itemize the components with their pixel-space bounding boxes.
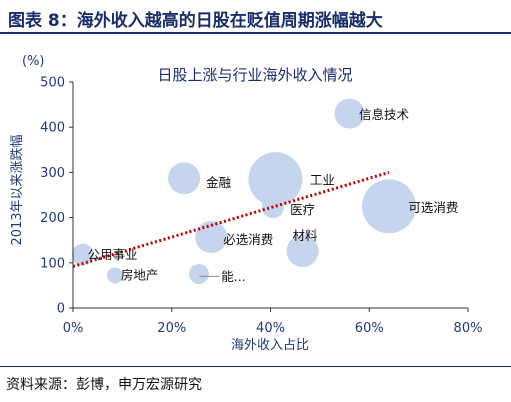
- bubble-6: [248, 152, 303, 207]
- bubbles-layer: [71, 98, 416, 285]
- point-label-3: 可选消费: [408, 200, 458, 215]
- bubble-9: [362, 179, 416, 234]
- y-tick-label-1: 100: [40, 256, 65, 271]
- bubble-1: [106, 267, 123, 284]
- point-label-1: 工业: [310, 173, 335, 188]
- y-tick-label-3: 300: [40, 166, 65, 181]
- point-label-9: 能...: [221, 269, 245, 284]
- source-rule: [0, 366, 511, 367]
- figure-title: 图表 8：海外收入越高的日股在贬值周期涨幅越大: [8, 11, 383, 31]
- trendline-layer: [72, 170, 390, 268]
- x-tick-label-2: 40%: [256, 321, 285, 336]
- bubble-0: [71, 243, 94, 266]
- y-tick-label-5: 500: [40, 76, 65, 91]
- point-label-6: 必选消费: [223, 232, 273, 247]
- y-tick-label-4: 400: [40, 121, 65, 136]
- bubble-8: [334, 98, 365, 129]
- y-tick-label-0: 0: [57, 302, 65, 317]
- x-axis-label: 海外收入占比: [231, 338, 309, 353]
- y-tick-label-2: 200: [40, 211, 65, 226]
- bubble-3: [188, 264, 209, 285]
- bubble-2: [168, 162, 201, 195]
- point-label-8: 房地产: [121, 268, 159, 283]
- source-note: 资料来源：彭博，申万宏源研究: [6, 377, 202, 393]
- trendline: [72, 170, 390, 268]
- x-tick-label-1: 20%: [157, 321, 186, 336]
- point-label-5: 材料: [293, 228, 319, 243]
- point-label-0: 信息技术: [359, 107, 410, 122]
- point-label-4: 医疗: [290, 202, 315, 217]
- x-tick-label-4: 80%: [454, 321, 483, 336]
- point-label-7: 公用事业: [87, 247, 137, 262]
- title-rule: [0, 32, 511, 34]
- y-unit: (%): [22, 54, 45, 69]
- axes-layer: 0 100 200 300 400 500 0% 20% 40% 60% 80%: [40, 76, 482, 337]
- bubble-7: [286, 235, 319, 268]
- point-label-2: 金融: [206, 175, 232, 190]
- x-tick-label-0: 0%: [63, 321, 84, 336]
- x-tick-label-3: 60%: [355, 321, 384, 336]
- chart-title: 日股上涨与行业海外收入情况: [157, 66, 352, 84]
- y-axis-label: 2013年以来涨跌幅: [9, 134, 25, 245]
